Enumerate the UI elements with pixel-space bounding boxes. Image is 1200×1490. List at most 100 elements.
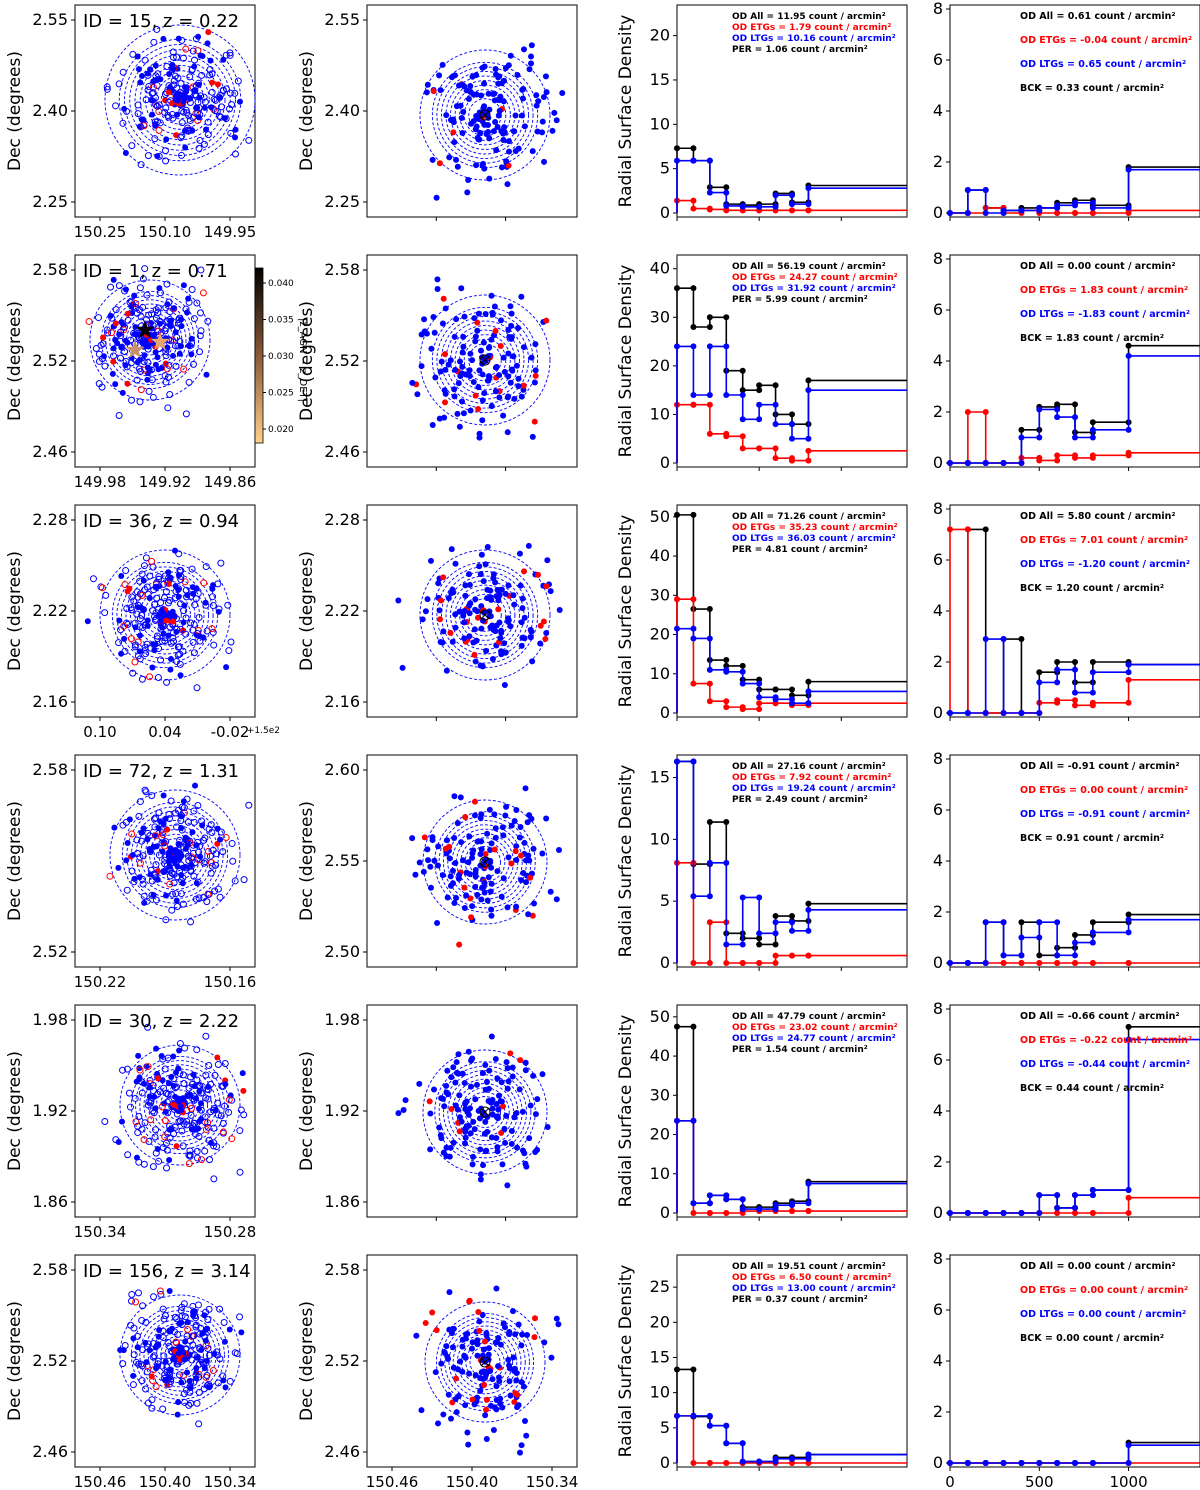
panel-r2-c3-ytick-label-0: 0 (660, 453, 670, 472)
panel-r3-c1-galaxy-open (117, 626, 125, 634)
panel-r3-c3-ytick-label-1: 10 (650, 664, 670, 683)
panel-r2-c4-point-etgs-prev-7 (1072, 452, 1078, 459)
panel-r2-c3-point-ltgs-prev-3 (723, 343, 730, 350)
panel-r6-c2-galaxy-filled (477, 1387, 484, 1394)
panel-r2-c2-galaxy-filled (518, 393, 525, 400)
panel-r1-c2-galaxy-filled (551, 109, 558, 116)
panel-r2-c3-point-etgs-6 (772, 455, 779, 462)
panel-r1-c2-galaxy-filled (514, 72, 521, 79)
panel-r6-c2-galaxy-filled (485, 1345, 492, 1352)
panel-r6-c2-galaxy-filled (469, 1345, 476, 1352)
panel-r5-c4-point-ltgs-prev-4 (1018, 1210, 1025, 1216)
panel-r5-c1-galaxy-open (219, 1119, 227, 1127)
panel-r6-c1-galaxy-filled (238, 1329, 245, 1336)
panel-r3-c1-galaxy-open (134, 602, 142, 610)
panel-r6-c2-galaxy-filled (497, 1395, 504, 1402)
panel-r4-c1-galaxy-open (200, 894, 208, 902)
panel-r1-c1-galaxy-open (231, 150, 239, 158)
panel-r4-c4-point-all-8 (1089, 919, 1096, 926)
panel-r1-c3-point-etgs-1 (690, 205, 697, 212)
panel-r1-c2-galaxy-filled (454, 163, 461, 170)
panel-r5-c1-galaxy-filled (154, 1075, 161, 1082)
colorbar-tick-label-1: 0.035 (268, 316, 294, 326)
panel-r5-c4-annotation-2: OD LTGs = -0.44 count / arcmin² (1020, 1059, 1190, 1070)
panel-r2-c1-galaxy-open (94, 314, 102, 322)
panel-r6-c2-galaxy-filled (510, 1354, 517, 1361)
panel-r2-c2-galaxy-filled (507, 379, 514, 386)
panel-r6-c2-galaxy-filled (462, 1354, 469, 1361)
panel-r6-c1-galaxy-open (181, 1313, 189, 1321)
panel-r4-c1-galaxy-open (190, 872, 198, 880)
panel-r2-c2-galaxy-filled (474, 327, 481, 334)
panel-r5-c1-galaxy-filled (170, 1082, 177, 1089)
panel-r2-c2-galaxy-filled (467, 350, 474, 357)
panel-r5-c2-galaxy-filled (438, 1095, 445, 1102)
panel-r6-c2-galaxy-filled (452, 1396, 459, 1403)
panel-r6-c1-galaxy-filled (193, 1364, 200, 1371)
panel-r2-c4-point-ltgs-prev-3 (1000, 460, 1007, 466)
panel-r2-c2-galaxy-filled (452, 366, 459, 373)
panel-r1-c2-galaxy-filled (459, 81, 466, 88)
panel-r2-c2-galaxy-filled (451, 333, 458, 340)
panel-r2-c2-galaxy-filled (496, 394, 503, 401)
panel-r4-c1-galaxy-open (208, 829, 216, 837)
panel-r1-c1-galaxy-open (204, 131, 212, 139)
panel-r2-c1-ytick-label-0: 2.58 (32, 260, 68, 279)
panel-r6-c2-galaxy-filled (449, 1344, 456, 1351)
panel-r6-c1-galaxy-open (205, 1305, 213, 1313)
panel-r1-c1-galaxy-open (177, 79, 185, 87)
panel-r1-c2-galaxy-filled (433, 194, 440, 201)
panel-r2-c1-galaxy-open (116, 354, 124, 362)
panel-r1-c1-galaxy-filled (169, 61, 176, 68)
panel-r5-c1-galaxy-open (201, 1147, 209, 1155)
panel-r2-c1-galaxy-open (199, 289, 207, 297)
panel-r2-c2-galaxy-filled (480, 339, 487, 346)
panel-r4-c1-galaxy-open (207, 869, 215, 877)
panel-r2-c3-point-all-prev-1 (690, 285, 697, 292)
panel-r6-c1-galaxy-filled (226, 1326, 233, 1333)
panel-r2-c2-galaxy-filled (458, 285, 465, 292)
panel-r6-c2-galaxy-filled (471, 1401, 478, 1408)
panel-r4-c4-ytick-label-4: 8 (933, 749, 943, 768)
panel-r4-c2-galaxy-filled (461, 884, 468, 891)
panel-r4-c2-galaxy-filled (454, 820, 461, 827)
panel-r2-c2-galaxy-filled (456, 423, 463, 430)
panel-r3-c2-galaxy-filled (427, 557, 434, 564)
panel-r3-c1-galaxy-open (182, 630, 190, 638)
panel-r5-c1-galaxy-open (124, 1151, 132, 1159)
panel-r2-c4-point-etgs-prev-2 (982, 409, 989, 415)
panel-r3-c4-point-ltgs-6 (1054, 666, 1061, 673)
panel-r6-c1-galaxy-open (236, 1313, 244, 1321)
panel-r1-c1-galaxy-open (153, 25, 161, 33)
panel-r4-c4-point-all-9 (1125, 911, 1132, 918)
panel-r5-c2-galaxy-filled (532, 1148, 539, 1155)
panel-r2-c2-galaxy-filled (491, 303, 498, 310)
panel-r3-c3-point-all-prev-7 (789, 686, 795, 693)
panel-r5-c1-galaxy-open (176, 1040, 184, 1048)
panel-r2-c1-galaxy-filled (122, 362, 129, 369)
panel-r4-c1-galaxy-open (148, 792, 156, 800)
panel-r1-c1-galaxy-filled (208, 104, 215, 111)
panel-r1-c1-galaxy-open (226, 49, 234, 57)
panel-r6-c3-point-ltgs-prev-8 (805, 1455, 812, 1462)
panel-r3-c1-galaxy-filled (118, 573, 125, 580)
panel-r6-c2-galaxy-filled (441, 1349, 448, 1356)
panel-r6-c3-point-etgs-1 (690, 1460, 697, 1466)
panel-r6-c1-galaxy-open (185, 1401, 193, 1409)
panel-r2-c1-galaxy-open (197, 266, 205, 274)
panel-r5-c2-galaxy-filled (482, 1118, 489, 1125)
panel-r2-c1-galaxy-open (95, 357, 103, 365)
panel-r5-c1-galaxy-open (193, 1147, 201, 1155)
panel-r6-c2-galaxy-filled (429, 1309, 436, 1316)
panel-r5-c1-galaxy-open (186, 1151, 194, 1159)
panel-r2-c1-galaxy-open (137, 313, 145, 321)
panel-r5-c1-ring-6 (143, 1068, 217, 1142)
panel-r3-c1-galaxy-open (98, 584, 106, 592)
panel-r2-c2-galaxy-filled (451, 393, 458, 400)
panel-r5-c1-galaxy-open (179, 1142, 187, 1150)
panel-r4-c3-annotation-1: OD ETGs = 7.92 count / arcmin² (732, 773, 891, 783)
panel-r5-c1-galaxy-open (211, 1071, 219, 1079)
panel-r2-c4-point-ltgs-7 (1072, 434, 1078, 441)
panel-r6-c1-galaxy-open (161, 1312, 169, 1320)
